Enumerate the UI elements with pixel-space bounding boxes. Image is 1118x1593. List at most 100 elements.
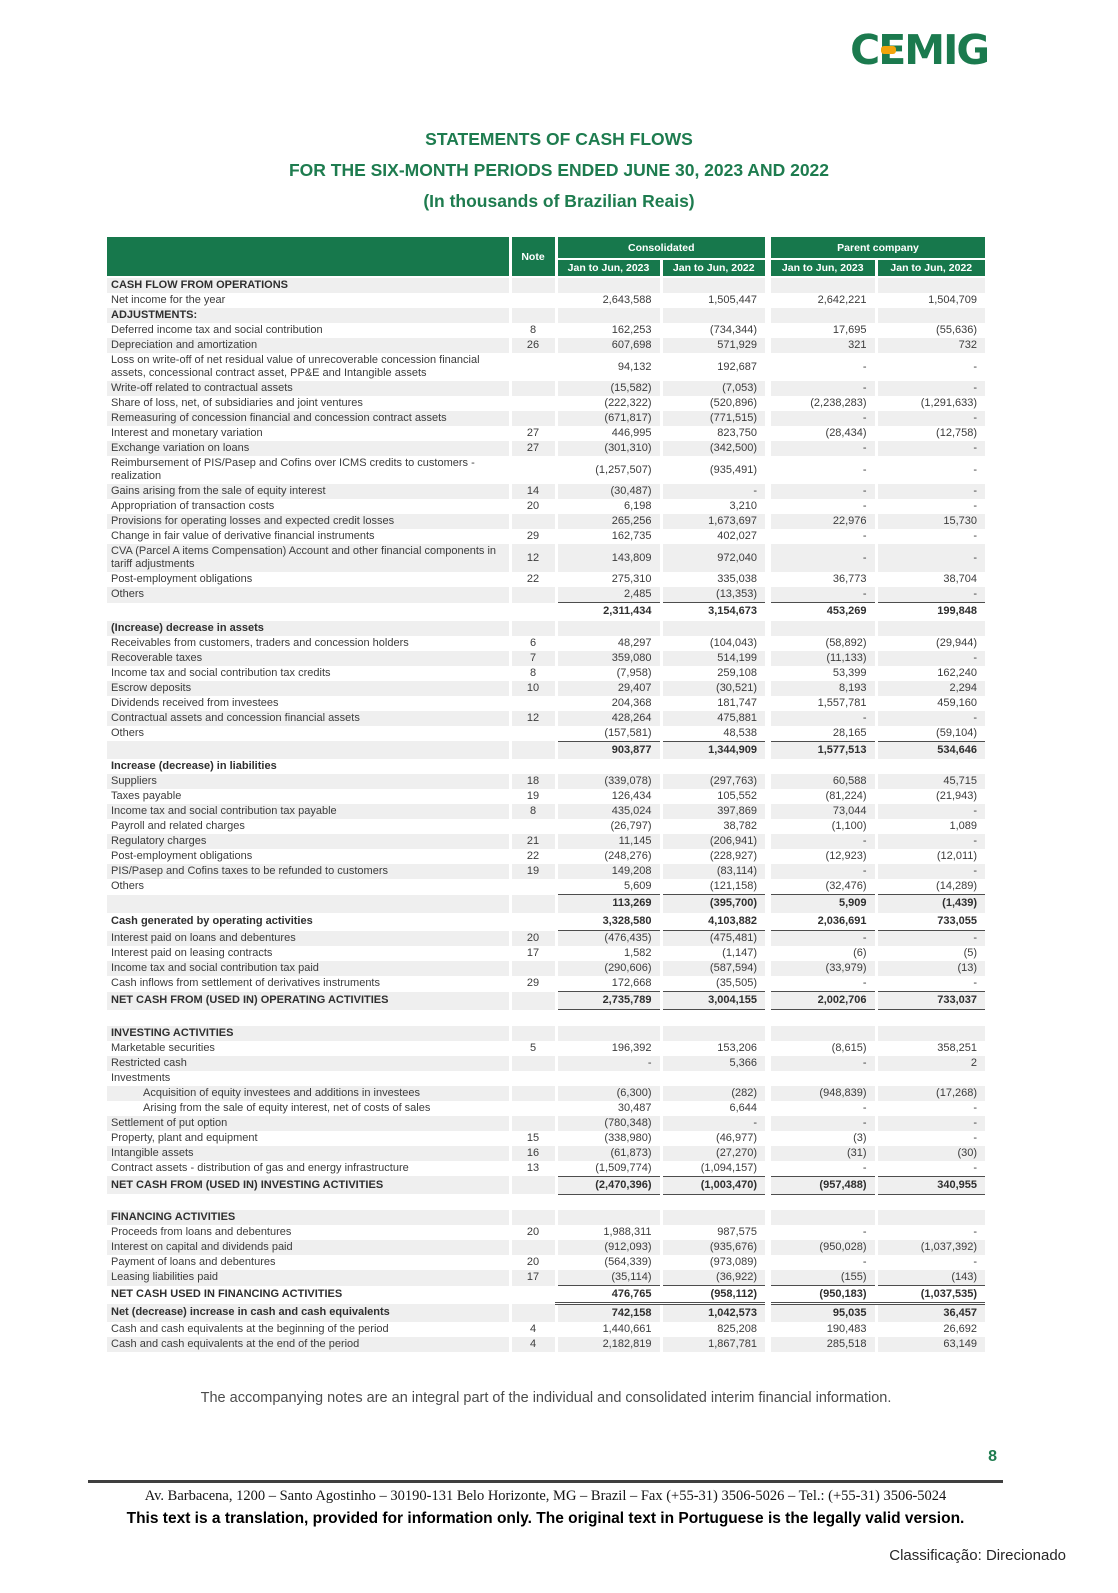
value-consolidated-2023: (157,581)	[554, 725, 661, 742]
value-parent-2023: 60,588	[765, 774, 877, 789]
value-parent-2022: -	[874, 834, 986, 849]
value-parent-2022: (14,289)	[874, 879, 986, 895]
value-consolidated-2022: (587,594)	[659, 961, 769, 976]
value-parent-2023: -	[765, 930, 877, 946]
row-label: Others	[107, 725, 510, 741]
value-parent-2023	[765, 277, 877, 293]
value-parent-2023: (950,183)	[765, 1285, 877, 1305]
note-cell	[508, 695, 556, 711]
row-label: Payment of loans and debentures	[107, 1255, 510, 1270]
title-line-1: STATEMENTS OF CASH FLOWS	[425, 129, 693, 149]
value-parent-2022	[874, 1025, 986, 1041]
note-cell: 5	[508, 1040, 556, 1056]
value-consolidated-2022: 825,208	[659, 1321, 769, 1337]
value-parent-2022: 199,848	[874, 602, 986, 621]
value-consolidated-2023: (301,310)	[554, 441, 661, 456]
table-row: Deferred income tax and social contribut…	[107, 323, 986, 338]
value-consolidated-2023: (7,958)	[554, 665, 661, 681]
note-cell: 17	[508, 1270, 556, 1286]
value-consolidated-2023: (338,980)	[554, 1130, 661, 1146]
value-consolidated-2022: 5,366	[659, 1055, 769, 1071]
row-label: Arising from the sale of equity interest…	[107, 1100, 510, 1116]
section-row: INVESTING ACTIVITIES	[107, 1025, 986, 1041]
value-parent-2022: 1,504,709	[874, 293, 986, 308]
value-consolidated-2022: (121,158)	[659, 879, 769, 895]
value-consolidated-2022: (395,700)	[659, 894, 769, 913]
value-consolidated-2023: (2,470,396)	[554, 1176, 661, 1195]
row-label: Appropriation of transaction costs	[107, 499, 510, 514]
note-column-header: Note	[508, 237, 556, 278]
value-consolidated-2022: -	[659, 484, 769, 499]
spacer-row	[107, 1194, 986, 1210]
value-consolidated-2023: 265,256	[554, 514, 661, 529]
note-cell	[508, 1240, 556, 1255]
value-consolidated-2022: (30,521)	[659, 680, 769, 696]
row-label: Exchange variation on loans	[107, 441, 510, 456]
value-parent-2023: 2,036,691	[765, 912, 877, 931]
value-consolidated-2023: 143,809	[554, 544, 661, 572]
value-consolidated-2022: 1,344,909	[659, 741, 769, 759]
table-row: Share of loss, net, of subsidiaries and …	[107, 396, 986, 411]
value-parent-2022: -	[874, 1160, 986, 1177]
value-consolidated-2023	[554, 1025, 661, 1041]
value-parent-2023	[765, 759, 877, 774]
value-parent-2022: (12,011)	[874, 849, 986, 864]
value-parent-2022: -	[874, 411, 986, 426]
value-consolidated-2023: 446,995	[554, 426, 661, 441]
note-cell: 12	[508, 544, 556, 572]
value-parent-2022: 162,240	[874, 665, 986, 681]
value-consolidated-2022: (46,977)	[659, 1130, 769, 1146]
row-label: Cash generated by operating activities	[107, 912, 510, 931]
value-parent-2023: 17,695	[765, 323, 877, 338]
total-row: 903,877 1,344,909 1,577,513 534,646	[107, 741, 986, 759]
note-cell	[508, 912, 556, 931]
value-parent-2022: 45,715	[874, 774, 986, 789]
value-parent-2022: (1,037,535)	[874, 1285, 986, 1305]
value-consolidated-2023: 2,311,434	[554, 602, 661, 621]
value-parent-2022: 733,055	[874, 912, 986, 931]
note-cell: 20	[508, 930, 556, 946]
value-parent-2023: (6)	[765, 946, 877, 961]
value-parent-2022: 732	[874, 338, 986, 353]
note-cell	[508, 277, 556, 293]
note-cell: 20	[508, 499, 556, 514]
note-cell: 13	[508, 1160, 556, 1176]
row-label: Income tax and social contribution tax c…	[107, 665, 510, 681]
title-line-2: FOR THE SIX-MONTH PERIODS ENDED JUNE 30,…	[288, 160, 830, 180]
value-consolidated-2023: 2,643,588	[554, 293, 661, 308]
consolidated-group-header: Consolidated	[554, 237, 769, 260]
value-parent-2023	[765, 1025, 877, 1041]
value-parent-2022: -	[874, 499, 986, 514]
value-parent-2023: (948,839)	[765, 1085, 877, 1101]
value-consolidated-2022	[659, 1210, 769, 1225]
note-cell	[508, 1085, 556, 1101]
row-label: Receivables from customers, traders and …	[107, 635, 510, 651]
value-consolidated-2022: -	[659, 1115, 769, 1131]
table-row: Leasing liabilities paid 17 (35,114) (36,92…	[107, 1270, 986, 1286]
value-consolidated-2023: 428,264	[554, 710, 661, 726]
value-consolidated-2023: 29,407	[554, 680, 661, 696]
value-consolidated-2022: 397,869	[659, 804, 769, 819]
note-cell: 14	[508, 484, 556, 499]
value-parent-2022: 340,955	[874, 1176, 986, 1195]
value-consolidated-2022: (13,353)	[659, 587, 769, 603]
value-consolidated-2023: (339,078)	[554, 774, 661, 789]
row-label: Cash and cash equivalents at the beginni…	[107, 1321, 510, 1337]
row-label: NET CASH FROM (USED IN) INVESTING ACTIVI…	[107, 1176, 510, 1194]
value-parent-2023	[765, 620, 877, 636]
note-cell: 27	[508, 441, 556, 456]
value-parent-2023: (33,979)	[765, 961, 877, 976]
logo-letter-e: E	[878, 30, 906, 71]
value-parent-2023: 8,193	[765, 680, 877, 696]
value-parent-2022: -	[874, 381, 986, 396]
note-cell	[508, 1055, 556, 1071]
value-parent-2023: -	[765, 529, 877, 544]
value-consolidated-2023: 30,487	[554, 1100, 661, 1116]
note-cell	[508, 1025, 556, 1041]
row-label: Others	[107, 587, 510, 603]
value-parent-2023: (11,133)	[765, 650, 877, 666]
row-label: PIS/Pasep and Cofins taxes to be refunde…	[107, 864, 510, 879]
value-consolidated-2023: (15,582)	[554, 381, 661, 396]
value-parent-2022	[874, 1070, 986, 1086]
value-parent-2023: -	[765, 353, 877, 381]
